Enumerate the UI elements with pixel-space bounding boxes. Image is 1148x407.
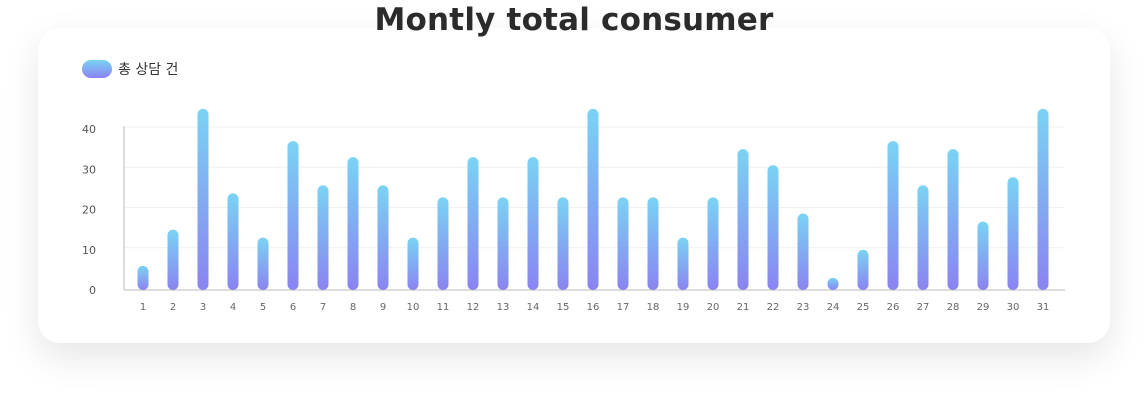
bar-day-16[interactable] bbox=[587, 108, 599, 290]
x-tick-label: 1 bbox=[140, 302, 146, 313]
bar-day-9[interactable] bbox=[377, 185, 389, 290]
x-tick-label: 27 bbox=[917, 302, 930, 313]
x-tick-label: 14 bbox=[527, 302, 540, 313]
bar-day-17[interactable] bbox=[617, 197, 629, 290]
x-tick-label: 18 bbox=[647, 302, 660, 313]
bar-day-4[interactable] bbox=[227, 193, 239, 290]
y-tick-label: 30 bbox=[82, 163, 96, 176]
bar-day-25[interactable] bbox=[857, 249, 869, 290]
x-tick-label: 2 bbox=[170, 302, 176, 313]
y-tick-labels: 0 10 20 30 40 bbox=[82, 123, 96, 297]
x-tick-label: 15 bbox=[557, 302, 570, 313]
bar-day-20[interactable] bbox=[707, 197, 719, 290]
y-tick-label: 0 bbox=[89, 284, 96, 297]
x-tick-label: 19 bbox=[677, 302, 690, 313]
x-tick-label: 3 bbox=[200, 302, 206, 313]
x-tick-label: 26 bbox=[887, 302, 900, 313]
legend-swatch bbox=[82, 60, 112, 78]
bar-day-15[interactable] bbox=[557, 197, 569, 290]
x-tick-label: 12 bbox=[467, 302, 480, 313]
x-tick-label: 31 bbox=[1037, 302, 1050, 313]
y-tick-label: 20 bbox=[82, 204, 96, 217]
bar-day-29[interactable] bbox=[977, 221, 989, 290]
x-tick-label: 30 bbox=[1007, 302, 1020, 313]
bar-day-11[interactable] bbox=[437, 197, 449, 290]
bar-day-24[interactable] bbox=[827, 277, 839, 290]
bar-day-28[interactable] bbox=[947, 149, 959, 290]
chart-title: Montly total consumer bbox=[374, 2, 774, 38]
x-tick-label: 24 bbox=[827, 302, 840, 313]
legend-label: 총 상담 건 bbox=[118, 62, 179, 78]
x-tick-label: 13 bbox=[497, 302, 510, 313]
bar-day-10[interactable] bbox=[407, 237, 419, 290]
x-tick-label: 7 bbox=[320, 302, 326, 313]
x-tick-label: 16 bbox=[587, 302, 600, 313]
bars bbox=[137, 108, 1049, 290]
x-tick-label: 28 bbox=[947, 302, 960, 313]
bar-day-8[interactable] bbox=[347, 157, 359, 290]
axes bbox=[123, 126, 1065, 291]
y-tick-label: 40 bbox=[82, 123, 96, 136]
bar-day-31[interactable] bbox=[1037, 108, 1049, 290]
x-tick-label: 5 bbox=[260, 302, 266, 313]
bar-day-23[interactable] bbox=[797, 213, 809, 290]
bar-day-26[interactable] bbox=[887, 141, 899, 290]
bar-day-13[interactable] bbox=[497, 197, 509, 290]
bar-day-19[interactable] bbox=[677, 237, 689, 290]
bar-day-12[interactable] bbox=[467, 157, 479, 290]
x-tick-label: 11 bbox=[437, 302, 450, 313]
bar-day-6[interactable] bbox=[287, 141, 299, 290]
bar-day-2[interactable] bbox=[167, 229, 179, 290]
chart-legend[interactable]: 총 상담 건 bbox=[82, 59, 178, 79]
x-tick-label: 20 bbox=[707, 302, 720, 313]
x-tick-label: 10 bbox=[407, 302, 420, 313]
x-tick-label: 8 bbox=[350, 302, 356, 313]
x-tick-label: 23 bbox=[797, 302, 810, 313]
bar-day-7[interactable] bbox=[317, 185, 329, 290]
x-tick-label: 22 bbox=[767, 302, 780, 313]
bar-day-27[interactable] bbox=[917, 185, 929, 290]
x-tick-label: 21 bbox=[737, 302, 750, 313]
bar-day-21[interactable] bbox=[737, 149, 749, 290]
x-tick-label: 6 bbox=[290, 302, 296, 313]
x-tick-label: 17 bbox=[617, 302, 630, 313]
bar-day-14[interactable] bbox=[527, 157, 539, 290]
y-tick-label: 10 bbox=[82, 244, 96, 257]
x-tick-label: 29 bbox=[977, 302, 990, 313]
bar-day-18[interactable] bbox=[647, 197, 659, 290]
x-tick-label: 4 bbox=[230, 302, 236, 313]
bar-day-1[interactable] bbox=[137, 265, 149, 290]
x-tick-label: 25 bbox=[857, 302, 870, 313]
bar-day-22[interactable] bbox=[767, 165, 779, 290]
bar-day-5[interactable] bbox=[257, 237, 269, 290]
bar-day-30[interactable] bbox=[1007, 177, 1019, 290]
bar-day-3[interactable] bbox=[197, 108, 209, 290]
x-tick-labels: 1 2 3 4 5 6 7 8 9 10 11 12 13 14 15 16 17 18 19 20 21 22 23 24 2… bbox=[140, 302, 1050, 313]
x-tick-label: 9 bbox=[380, 302, 386, 313]
